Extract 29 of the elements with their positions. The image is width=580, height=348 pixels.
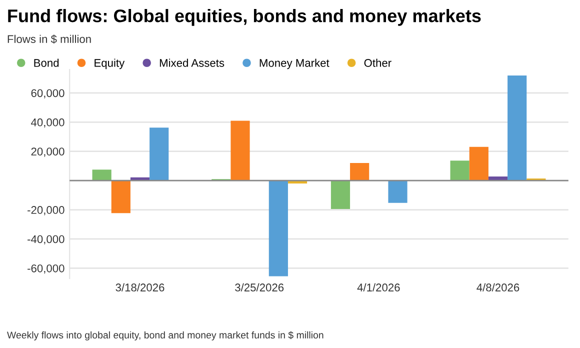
bar [230, 120, 250, 181]
bar [388, 180, 408, 203]
y-tick-label: -60,000 [28, 264, 64, 274]
x-tick-label: 4/8/2026 [476, 283, 520, 292]
x-tick-label: 3/25/2026 [235, 283, 284, 292]
legend-label: Bond [34, 58, 59, 67]
legend-label: Other [364, 58, 392, 67]
y-tick-label: 60,000 [31, 89, 64, 98]
bar [469, 146, 488, 181]
bar [268, 180, 288, 276]
bar [330, 180, 350, 210]
y-tick-label: -20,000 [28, 206, 64, 216]
x-tick-label: 3/18/2026 [116, 283, 164, 292]
text: Weekly flows into global equity, bond and money market funds in $ million [7, 331, 324, 340]
bar [450, 160, 470, 181]
bar [508, 75, 527, 181]
y-tick-label: 40,000 [31, 118, 64, 128]
bar [150, 128, 169, 181]
legend-label: Equity [94, 58, 125, 70]
x-tick-label: 4/1/2026 [357, 283, 400, 292]
chart-title: Fund flows: Global equities, bonds and money markets [8, 8, 481, 26]
bar [92, 170, 112, 181]
bar [111, 180, 130, 214]
chart-subtitle: Flows in $ million [8, 34, 91, 44]
legend-label: Mixed Assets [160, 58, 224, 67]
y-tick-label: -40,000 [28, 235, 64, 244]
legend-label: Money Market [260, 58, 330, 70]
bar [350, 163, 370, 181]
y-tick-label: 20,000 [31, 148, 64, 157]
